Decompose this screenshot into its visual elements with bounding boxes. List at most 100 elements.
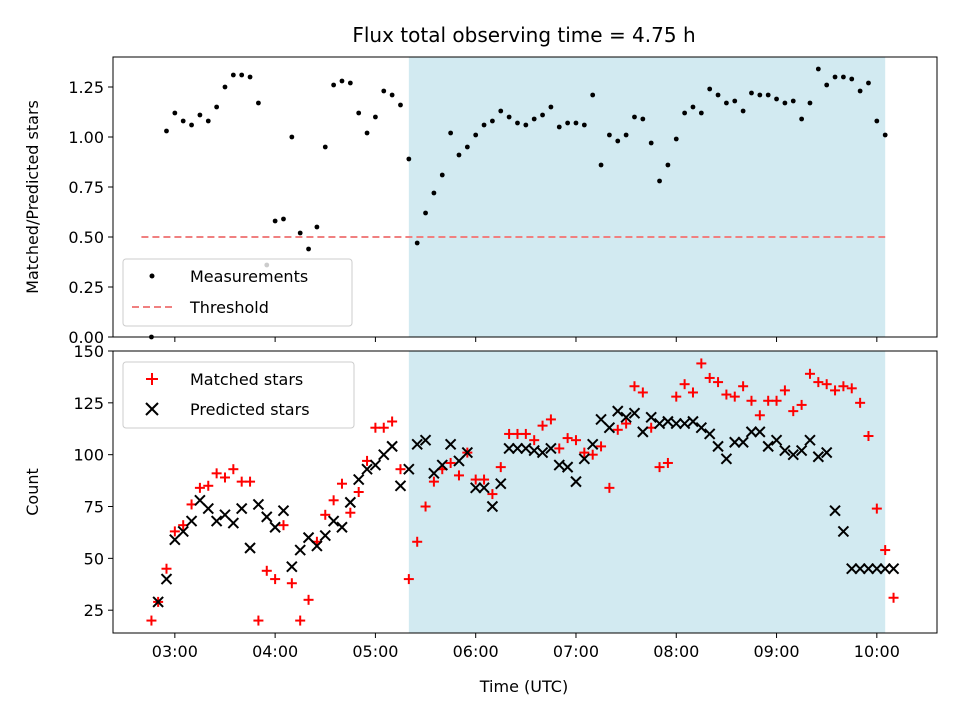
measurement-point [782,100,788,106]
predicted-star-point [787,448,799,461]
matched-star-point [203,480,214,491]
predicted-star-point [703,428,716,440]
predicted-star-point [545,442,557,455]
matched-star-point [245,476,256,487]
matched-star-point [821,379,832,390]
matched-star-point [520,428,531,439]
ratio-panel-frame [112,56,938,338]
predicted-star-point [620,411,632,424]
matched-star-point [687,387,698,398]
predicted-star-point [795,444,808,457]
measurement-point [665,162,671,168]
predicted-star-point [553,459,565,471]
y-tick-label: 50 [84,549,104,568]
predicted-star-point [687,415,699,428]
matched-star-point [612,424,623,435]
x-tick-label: 04:00 [252,642,298,661]
matched-star-point [804,368,815,379]
measurement-point [707,86,713,92]
count-marks [146,358,900,626]
predicted-star-point [327,515,340,527]
measurement-point [807,100,813,106]
predicted-star-point [862,563,875,575]
measurement-point [841,74,846,80]
legend-measurements-label: Measurements [190,267,308,286]
matched-star-point [228,464,239,475]
matched-star-point [713,377,724,388]
measurement-point [230,72,236,78]
measurement-point [490,118,495,124]
measurement-point [239,72,245,78]
predicted-star-point [586,438,599,451]
legend-matched-label: Matched stars [190,370,303,389]
matched-star-point [788,406,799,417]
matched-star-point [855,397,866,408]
predicted-star-point [294,544,306,556]
matched-star-point [621,418,632,429]
measurement-point [581,122,587,128]
measurement-point [398,102,403,108]
legend-threshold-label: Threshold [189,298,269,317]
measurement-point [849,76,855,82]
predicted-star-point [754,426,766,438]
matched-star-point [880,545,891,556]
predicted-star-point [503,442,515,455]
measurement-point [222,84,228,90]
ratio-x-ticks [174,337,878,342]
measurement-point [456,152,462,158]
measurement-point [180,118,186,124]
predicted-star-point [561,461,574,473]
measurement-point [673,136,679,142]
observing-window-shade-top [408,57,886,337]
predicted-star-point [361,463,373,475]
measurement-point [506,114,512,120]
predicted-star-point [662,415,674,428]
measurement-point [197,112,203,118]
measurement-point [256,100,261,106]
matched-star-point [395,464,406,475]
y-tick-label: 75 [84,498,104,517]
measurement-point [281,216,286,222]
predicted-star-point [695,422,708,434]
matched-star-point [512,428,523,439]
predicted-star-point [202,502,214,515]
matched-star-point [194,482,205,493]
predicted-star-point [645,411,657,424]
predicted-star-point [478,482,490,494]
x-tick-label: 09:00 [753,642,799,661]
measurement-point [464,144,470,150]
y-tick-label: 1.00 [68,128,104,147]
matched-star-point [453,470,464,481]
ratio-legend: Measurements Threshold [122,258,353,327]
matched-star-point [420,501,431,512]
predicted-star-point [269,521,281,533]
predicted-star-point [570,475,582,488]
matched-star-point [470,474,481,485]
measurement-point [640,116,646,122]
measurement-point [598,162,604,168]
predicted-star-point [244,542,256,554]
predicted-star-point [712,440,724,453]
measurement-point [698,110,704,116]
predicted-star-point [160,573,173,585]
predicted-star-point [854,563,866,575]
measurement-point [724,100,729,106]
predicted-star-point [210,515,223,527]
measurement-point [573,120,579,126]
matched-star-point [270,574,281,585]
matched-star-point [378,422,389,433]
measurement-point [448,130,454,136]
measurement-point [540,112,545,118]
predicted-star-point [177,525,189,538]
matched-star-point [211,468,222,479]
matched-star-point [604,482,615,493]
matched-star-point [746,395,757,406]
matched-star-point [529,435,540,446]
predicted-star-point [311,540,323,552]
measurement-point [205,118,211,124]
predicted-star-point [486,500,499,513]
predicted-star-point [637,426,649,438]
ratio-panel: 0.00 0.25 0.50 0.75 1.00 1.25 Matched/Predict… [23,56,938,347]
predicted-star-point [352,473,365,486]
